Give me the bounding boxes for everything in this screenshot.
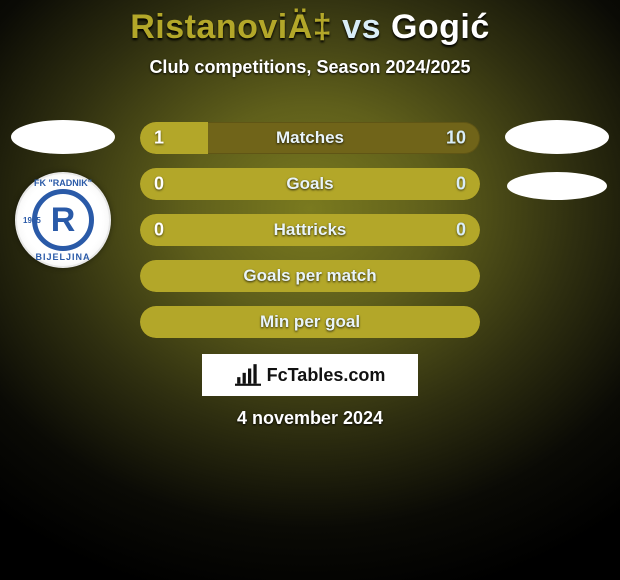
- stat-bar-0: 110Matches: [140, 122, 480, 154]
- stat-bar-2: 00Hattricks: [140, 214, 480, 246]
- stat-bar-3: Goals per match: [140, 260, 480, 292]
- title-player1: RistanoviÄ‡: [130, 8, 332, 46]
- left-badge-column: FK "RADNIK" 1945 R BIJELJINA: [8, 120, 118, 268]
- flag-placeholder-right-2: [507, 172, 607, 200]
- date-text: 4 november 2024: [0, 408, 620, 429]
- flag-placeholder-right-1: [505, 120, 609, 154]
- club-logo-top-text: FK "RADNIK": [34, 178, 92, 188]
- flag-placeholder-left: [11, 120, 115, 154]
- right-badge-column: [502, 120, 612, 200]
- branding-box: FcTables.com: [202, 354, 418, 396]
- title: RistanoviÄ‡ vs Gogić: [0, 0, 620, 47]
- club-logo-bottom-text: BIJELJINA: [35, 252, 90, 262]
- infographic-root: RistanoviÄ‡ vs Gogić Club competitions, …: [0, 0, 620, 580]
- stat-bar-1: 00Goals: [140, 168, 480, 200]
- bar-chart-icon: [235, 364, 261, 386]
- stat-label: Goals per match: [140, 266, 480, 286]
- club-logo-left: FK "RADNIK" 1945 R BIJELJINA: [15, 172, 111, 268]
- club-logo-ring: [32, 189, 94, 251]
- comparison-bars: 110Matches 00Goals 00Hattricks Goals per ma…: [140, 122, 480, 338]
- stat-bar-4: Min per goal: [140, 306, 480, 338]
- stat-label: Min per goal: [140, 312, 480, 332]
- title-vs: vs: [342, 8, 381, 46]
- stat-label: Goals: [140, 174, 480, 194]
- subtitle: Club competitions, Season 2024/2025: [0, 57, 620, 78]
- stat-label: Matches: [140, 128, 480, 148]
- title-player2: Gogić: [391, 8, 490, 46]
- stat-label: Hattricks: [140, 220, 480, 240]
- branding-text: FcTables.com: [267, 365, 386, 386]
